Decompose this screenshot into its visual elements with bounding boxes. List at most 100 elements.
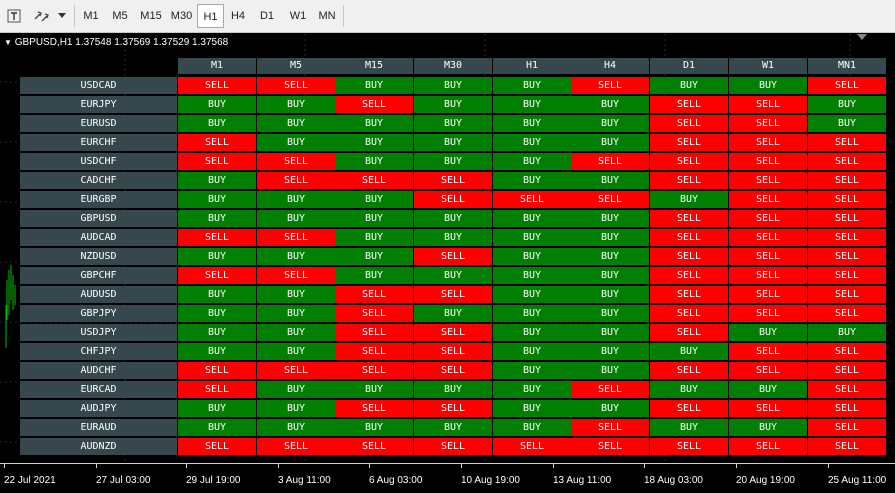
symbol-label-chfjpy: CHFJPY (20, 343, 177, 360)
signal-cell: BUY (571, 248, 649, 265)
column-header-w1: W1 (729, 58, 807, 74)
signal-cell: SELL (808, 419, 886, 436)
signal-cell: SELL (257, 438, 335, 455)
signal-cell: SELL (493, 191, 571, 208)
time-tick (4, 464, 5, 468)
timeframe-h4-button[interactable]: H4 (230, 10, 246, 22)
signal-cell: SELL (650, 96, 728, 113)
time-tick (553, 464, 554, 468)
timeframe-h1-button[interactable]: H1 (197, 4, 224, 28)
signal-cell: BUY (178, 210, 256, 227)
signal-cell: BUY (571, 400, 649, 417)
signal-cell: SELL (808, 172, 886, 189)
signal-cell: BUY (808, 324, 886, 341)
signal-cell: SELL (650, 362, 728, 379)
signal-cell: SELL (729, 400, 807, 417)
signal-cell: BUY (493, 96, 571, 113)
signal-cell: SELL (808, 210, 886, 227)
signal-cell: BUY (729, 324, 807, 341)
toolbar-separator (74, 5, 75, 27)
timeframe-m5-button[interactable]: M5 (112, 10, 128, 22)
time-tick (96, 464, 97, 468)
signal-cell: SELL (414, 400, 492, 417)
signal-cell: BUY (178, 343, 256, 360)
signal-cell: BUY (571, 267, 649, 284)
signal-cell: SELL (650, 115, 728, 132)
timeframe-m30-button[interactable]: M30 (170, 10, 193, 22)
timeframe-mn-button[interactable]: MN (318, 10, 336, 22)
signal-cell: SELL (178, 267, 256, 284)
arrows-tool-icon[interactable] (32, 8, 54, 24)
signal-cell: BUY (493, 172, 571, 189)
signal-cell: SELL (808, 286, 886, 303)
signal-cell: SELL (414, 438, 492, 455)
chart-window[interactable]: ▼ GBPUSD,H1 1.37548 1.37569 1.37529 1.37… (0, 34, 895, 493)
signal-cell: BUY (257, 96, 335, 113)
signal-cell: SELL (257, 229, 335, 246)
signal-cell: SELL (650, 305, 728, 322)
time-label: 29 Jul 19:00 (186, 475, 241, 486)
signal-cell: BUY (335, 419, 413, 436)
time-axis: 22 Jul 2021 27 Jul 03:00 29 Jul 19:00 3 … (0, 463, 895, 493)
signal-cell: SELL (729, 362, 807, 379)
column-header-m5: M5 (257, 58, 335, 74)
signal-cell: BUY (335, 134, 413, 151)
timeframe-d1-button[interactable]: D1 (259, 10, 275, 22)
time-label: 22 Jul 2021 (4, 475, 56, 486)
signal-cell: BUY (493, 153, 571, 170)
signal-cell: BUY (650, 191, 728, 208)
signal-cell: SELL (335, 305, 413, 322)
timeframe-toolbar: M1 M5 M15 M30 H1 H4 D1 W1 MN (0, 0, 895, 33)
signal-cell: BUY (257, 191, 335, 208)
signal-cell: SELL (808, 134, 886, 151)
chevron-down-icon[interactable] (57, 8, 67, 24)
signal-cell: SELL (729, 248, 807, 265)
timeframe-m15-button[interactable]: M15 (140, 10, 162, 22)
signal-cell: BUY (335, 210, 413, 227)
signal-cell: SELL (178, 229, 256, 246)
signal-cell: SELL (808, 191, 886, 208)
signal-cell: BUY (335, 115, 413, 132)
signal-cell: SELL (178, 438, 256, 455)
time-label: 25 Aug 11:00 (828, 475, 887, 486)
signal-cell: BUY (493, 210, 571, 227)
column-header-d1: D1 (650, 58, 728, 74)
signal-cell: SELL (257, 77, 335, 94)
symbol-label-cadchf: CADCHF (20, 172, 177, 189)
signal-cell: SELL (650, 134, 728, 151)
symbol-label-usdchf: USDCHF (20, 153, 177, 170)
signal-cell: BUY (257, 324, 335, 341)
signal-cell: BUY (257, 305, 335, 322)
signal-cell: SELL (571, 191, 649, 208)
signal-cell: BUY (257, 419, 335, 436)
column-header-h1: H1 (493, 58, 571, 74)
signal-cell: SELL (414, 172, 492, 189)
timeframe-m1-button[interactable]: M1 (83, 10, 99, 22)
signal-cell: BUY (650, 77, 728, 94)
signal-cell: SELL (650, 248, 728, 265)
time-tick (278, 464, 279, 468)
collapse-triangle-icon[interactable]: ▼ (4, 38, 12, 47)
scroll-shift-marker-icon[interactable] (857, 34, 867, 40)
timeframe-w1-button[interactable]: W1 (289, 10, 307, 22)
symbol-label-audnzd: AUDNZD (20, 438, 177, 455)
signal-cell: BUY (335, 77, 413, 94)
signal-cell: BUY (178, 305, 256, 322)
signal-cell: SELL (808, 400, 886, 417)
signal-cell: SELL (650, 172, 728, 189)
signal-cell: BUY (493, 381, 571, 398)
time-label: 18 Aug 03:00 (644, 475, 703, 486)
price-candles (5, 265, 16, 348)
signal-cell: BUY (493, 134, 571, 151)
time-label: 3 Aug 11:00 (278, 475, 331, 486)
signal-cell: BUY (808, 115, 886, 132)
signal-cell: BUY (571, 343, 649, 360)
signal-cell: SELL (729, 343, 807, 360)
signal-cell: SELL (335, 400, 413, 417)
text-tool-icon[interactable] (6, 8, 22, 24)
signal-cell: SELL (493, 438, 571, 455)
signal-cell: BUY (493, 419, 571, 436)
symbol-label-euraud: EURAUD (20, 419, 177, 436)
signal-cell: BUY (729, 381, 807, 398)
column-header-m15: M15 (335, 58, 413, 74)
